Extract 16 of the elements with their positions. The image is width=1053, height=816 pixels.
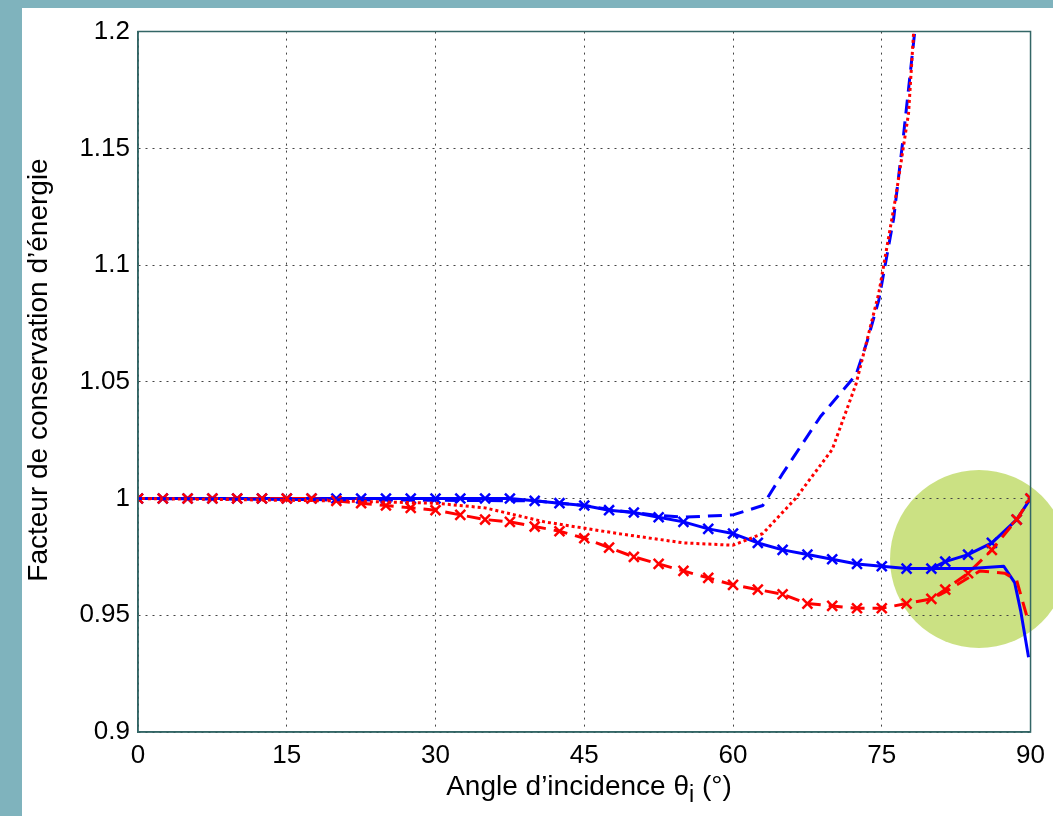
x-tick-label: 60 xyxy=(718,738,748,769)
y-axis-title: Facteur de conservation d’énergie xyxy=(22,158,54,582)
x-tick-label: 30 xyxy=(421,738,450,769)
x-tick-label: 75 xyxy=(867,738,897,769)
y-tick-label: 1.05 xyxy=(79,364,130,395)
y-tick-label: 1 xyxy=(115,481,130,512)
x-tick-label: 0 xyxy=(130,738,146,769)
y-tick-label: 0.95 xyxy=(79,598,130,629)
y-tick-label: 1.15 xyxy=(79,131,130,162)
x-tick-label: 45 xyxy=(569,738,599,769)
x-tick-label: 90 xyxy=(1016,738,1045,769)
y-tick-label: 1.2 xyxy=(93,14,130,45)
y-tick-label: 1.1 xyxy=(93,248,130,279)
x-axis-title: Angle d’incidence θ$_{i}$ (°) xyxy=(445,770,733,808)
x-tick-label: 15 xyxy=(272,738,302,769)
y-tick-label: 0.9 xyxy=(93,715,130,746)
